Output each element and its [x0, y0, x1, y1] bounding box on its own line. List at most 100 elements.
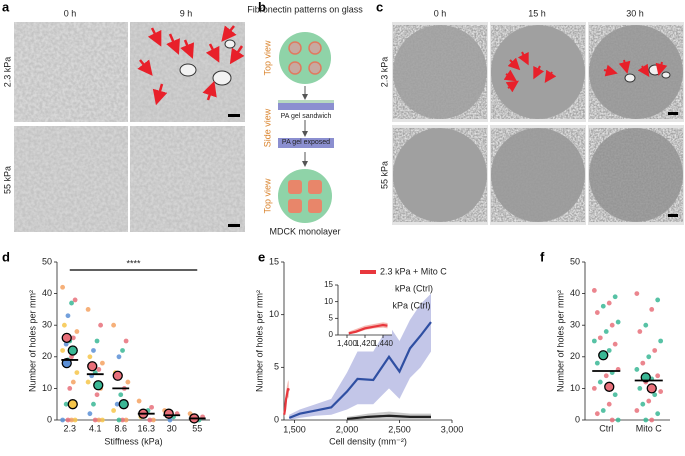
point	[94, 338, 100, 344]
legend-label: 2.3 kPa (Ctrl)	[380, 283, 433, 293]
time-label: 0 h	[434, 8, 447, 18]
x-tick-label: 4.1	[89, 423, 102, 433]
point	[655, 411, 661, 417]
point	[65, 417, 71, 423]
point	[114, 401, 120, 407]
point	[634, 291, 640, 296]
x-tick-label: 55	[192, 423, 202, 433]
x-tick-label: 2.3	[63, 423, 76, 433]
point	[606, 300, 612, 306]
image-texture	[14, 22, 128, 122]
panel-a: a 0 h 9 h 2.3 kPa 55 kPa	[2, 0, 245, 232]
panel-label: e	[258, 249, 265, 264]
x-tick-label: 1,440	[373, 339, 394, 348]
x-axis-label: Stiffness (kPa)	[104, 436, 162, 446]
y-tick-label: 5	[329, 313, 334, 322]
dish	[278, 169, 332, 223]
line	[288, 321, 432, 419]
x-tick-label: Ctrl	[599, 423, 613, 433]
point	[87, 354, 93, 360]
point	[120, 348, 125, 353]
point	[600, 408, 606, 413]
y-tick-label: 15	[324, 280, 333, 289]
point	[652, 392, 658, 398]
panel-c: c 0 h 15 h 30 h 2.3 kPa 55 kPa	[376, 0, 684, 225]
replicate-mean	[67, 345, 78, 356]
point	[609, 417, 615, 423]
line	[283, 388, 290, 415]
panel-label: b	[258, 0, 266, 14]
y-tick-label: 40	[570, 288, 580, 298]
annotation: ****	[126, 258, 141, 268]
y-tick-label: 0	[274, 414, 279, 424]
step-label: MDCK monolayer	[269, 226, 340, 236]
point	[99, 417, 105, 423]
point	[69, 300, 74, 306]
point	[637, 329, 643, 334]
point	[655, 373, 661, 379]
legend-label: 55 kPa (Ctrl)	[380, 300, 431, 310]
step-label: Top view	[262, 40, 272, 76]
point	[615, 319, 621, 325]
point	[67, 386, 73, 391]
point	[63, 341, 69, 347]
y-tick-label: 50	[42, 256, 52, 266]
y-tick-label: 0	[47, 414, 52, 424]
point	[72, 297, 78, 303]
x-tick-label: 2,500	[388, 424, 411, 434]
point	[70, 379, 76, 385]
step-label: Top view	[262, 178, 272, 214]
y-axis-label: Number of holes per mm²	[555, 290, 565, 392]
panel-b: b Fibronectin patterns on glass Top view…	[247, 0, 363, 236]
point	[74, 329, 80, 334]
point	[640, 401, 646, 407]
replicate-mean	[61, 332, 72, 343]
replicate-mean	[61, 357, 72, 369]
point	[597, 379, 603, 385]
point	[643, 322, 649, 328]
x-tick-label: 3,000	[441, 424, 464, 434]
scale-bar	[228, 114, 240, 117]
point	[658, 389, 664, 394]
replicate-mean	[604, 381, 615, 392]
x-tick-label: 30	[167, 423, 177, 433]
point	[591, 338, 597, 344]
point	[94, 392, 100, 398]
replicate-mean	[67, 399, 78, 410]
point	[60, 284, 66, 290]
replicate-mean	[646, 383, 657, 394]
panel-label: d	[2, 249, 10, 264]
point	[92, 417, 98, 423]
scale-bar	[228, 224, 240, 227]
point	[594, 360, 600, 366]
y-tick-label: 5	[274, 362, 279, 372]
glass	[278, 100, 334, 103]
row-label: 2.3 kPa	[379, 57, 389, 88]
point	[591, 386, 597, 391]
time-label: 15 h	[528, 8, 546, 18]
arrows	[137, 25, 245, 106]
y-tick-label: 15	[269, 256, 279, 266]
replicate-mean	[93, 380, 104, 391]
point	[150, 417, 156, 423]
point	[96, 367, 102, 372]
hole	[212, 70, 232, 86]
replicate-mean	[112, 370, 123, 381]
point	[612, 294, 618, 300]
image-texture	[14, 126, 128, 232]
point	[85, 307, 91, 312]
y-tick-label: 0	[329, 330, 334, 339]
point	[149, 404, 155, 410]
x-tick-label: 1,420	[355, 339, 376, 348]
time-label: 0 h	[64, 8, 77, 18]
row-label: 2.3 kPa	[2, 57, 12, 88]
point	[61, 322, 67, 328]
point	[91, 348, 96, 353]
x-axis-label: Cell density (mm⁻²)	[329, 436, 407, 446]
image-texture	[130, 126, 245, 232]
point	[65, 313, 71, 319]
point	[591, 288, 597, 293]
time-label: 30 h	[626, 8, 644, 18]
point	[125, 379, 131, 385]
point	[96, 417, 102, 423]
